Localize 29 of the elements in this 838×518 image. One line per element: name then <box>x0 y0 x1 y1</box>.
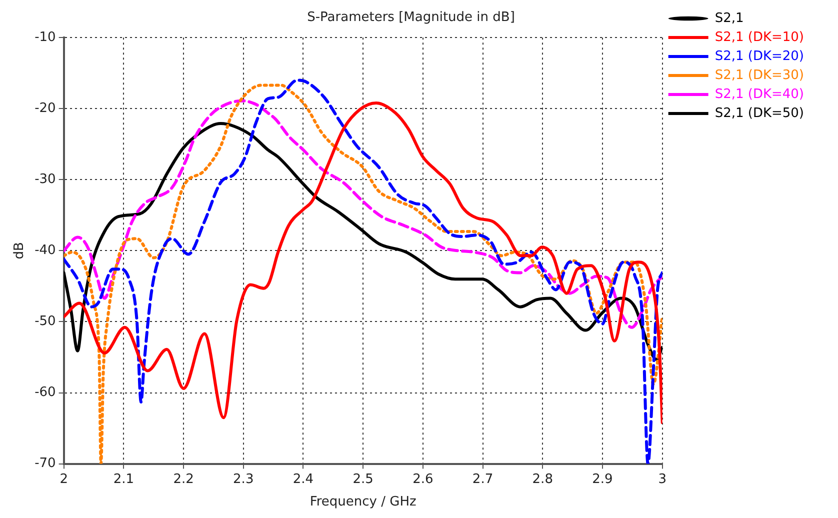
x-tick-label: 2.1 <box>113 472 134 487</box>
legend-label: S2,1 (DK=40) <box>714 86 804 102</box>
y-tick-label: -60 <box>34 385 56 400</box>
y-tick-label: -10 <box>34 30 56 45</box>
x-tick-label: 2.6 <box>412 472 434 487</box>
line-series <box>64 122 662 361</box>
x-tick-label: 2.9 <box>592 472 613 487</box>
x-tick-label: 2.3 <box>233 472 254 487</box>
y-tick-label: -40 <box>34 243 56 258</box>
chart-title: S-Parameters [Magnitude in dB] <box>307 10 515 26</box>
legend-label: S2,1 (DK=30) <box>714 68 804 83</box>
legend-label: S2,1 (DK=10) <box>714 30 804 45</box>
legend-label: S2,1 <box>714 10 744 26</box>
line-series <box>64 99 662 329</box>
y-tick-label: -30 <box>34 172 56 188</box>
y-tick-label: -20 <box>34 101 56 116</box>
x-tick-label: 2.7 <box>472 472 494 487</box>
legend-label: S2,1 (DK=20) <box>714 48 804 64</box>
x-tick-label: 2.2 <box>173 472 194 487</box>
x-axis-title: Frequency / GHz <box>310 494 416 510</box>
y-axis-title: dB <box>12 242 28 260</box>
x-tick-label: 2.8 <box>532 472 553 487</box>
x-tick-label: 2 <box>60 472 68 487</box>
y-tick-label: -50 <box>34 314 56 330</box>
x-tick-label: 2.5 <box>352 472 374 487</box>
legend-label: S2,1 (DK=50) <box>714 106 804 121</box>
x-tick-label: 3 <box>658 472 666 487</box>
x-tick-label: 2.4 <box>292 472 314 487</box>
y-tick-label: -70 <box>34 456 56 472</box>
